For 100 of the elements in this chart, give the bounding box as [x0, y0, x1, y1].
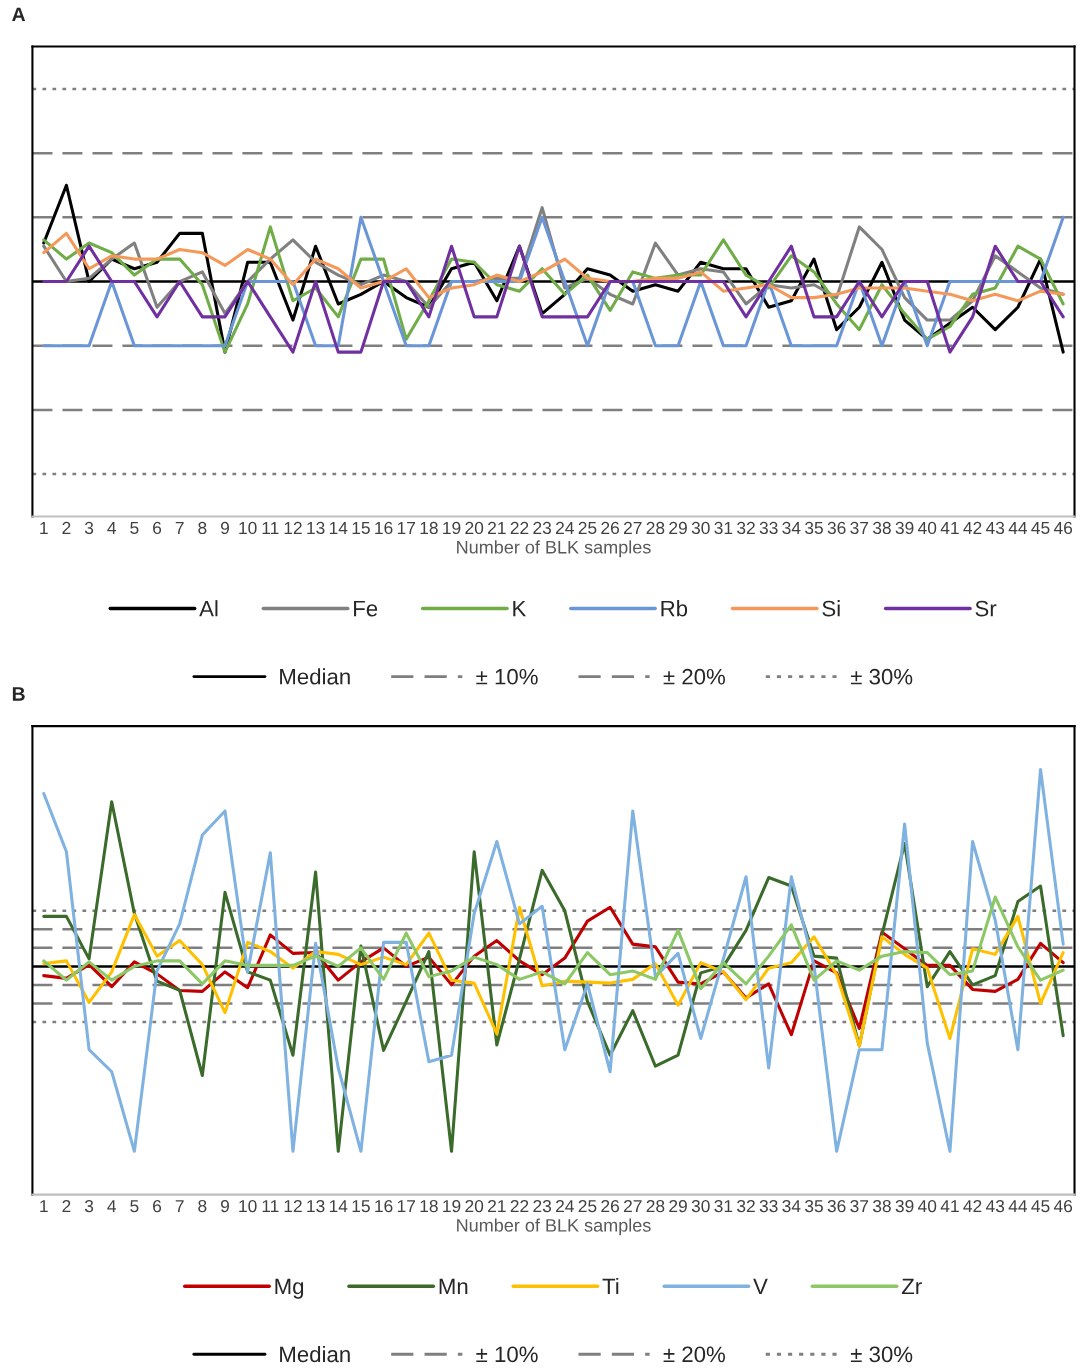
- x-tick-label: 37: [850, 521, 869, 535]
- x-tick-label: 41: [940, 1200, 959, 1213]
- x-tick-label: 23: [533, 1199, 552, 1213]
- x-tick-label: 39: [895, 1199, 914, 1213]
- x-tick-label: 5: [130, 521, 139, 535]
- x-tick-label: 33: [759, 521, 778, 535]
- x-tick-label: 1: [40, 521, 48, 534]
- x-tick-label: 25: [578, 1199, 597, 1213]
- legend-label: V: [753, 1278, 768, 1295]
- x-tick-label: 16: [375, 1199, 393, 1213]
- x-tick-label: 40: [918, 1199, 937, 1213]
- x-tick-label: 6: [153, 521, 162, 535]
- x-tick-label: 19: [443, 1199, 461, 1213]
- x-tick-label: 17: [397, 1200, 416, 1213]
- x-tick-label: 43: [985, 521, 1005, 535]
- legend-label: Mn: [439, 1278, 468, 1295]
- x-tick-label: 46: [1053, 521, 1073, 535]
- legend-label: Al: [199, 600, 218, 617]
- x-tick-label: 29: [669, 1199, 687, 1213]
- x-tick-label: 35: [805, 521, 823, 535]
- x-tick-label: 13: [307, 1199, 325, 1213]
- legend-label: Mg: [275, 1278, 304, 1299]
- x-tick-label: 32: [737, 1199, 755, 1213]
- text: Median: [280, 668, 350, 685]
- x-tick-label: 3: [84, 521, 94, 535]
- x-tick-label: 46: [1053, 1199, 1073, 1213]
- x-tick-label: 45: [1031, 1200, 1050, 1213]
- text: ± 30%: [850, 668, 913, 685]
- x-tick-label: 30: [691, 1199, 710, 1213]
- legend-label: Si: [822, 600, 840, 617]
- x-tick-label: 4: [107, 1200, 117, 1213]
- x-tick-label: 27: [623, 1199, 642, 1213]
- x-tick-label: 11: [262, 521, 279, 534]
- x-tick-label: 7: [175, 521, 184, 534]
- x-tick-label: 14: [329, 1200, 348, 1213]
- x-tick-label: 42: [963, 521, 982, 534]
- x-tick-label: 6: [153, 1199, 162, 1213]
- chart-title: A: [12, 7, 26, 22]
- x-tick-label: 7: [175, 1200, 184, 1213]
- x-tick-label: 15: [352, 521, 370, 535]
- x-tick-label: 22: [510, 1199, 529, 1213]
- x-tick-label: 39: [895, 521, 914, 535]
- text: Median: [280, 1345, 350, 1363]
- x-tick-label: 20: [465, 1199, 484, 1213]
- x-tick-label: 36: [827, 1199, 846, 1213]
- x-tick-label: 25: [578, 521, 597, 535]
- x-tick-label: 11: [262, 1200, 279, 1213]
- chart-title: B: [12, 687, 25, 701]
- x-tick-label: 2: [62, 521, 71, 534]
- x-tick-label: 28: [646, 521, 665, 535]
- x-tick-label: 45: [1031, 521, 1050, 535]
- text: ± 20%: [663, 1346, 725, 1363]
- x-tick-label: 12: [284, 521, 302, 534]
- x-tick-label: 35: [805, 1199, 823, 1213]
- x-tick-label: 36: [827, 521, 846, 535]
- x-tick-label: 44: [1008, 1200, 1028, 1213]
- x-tick-label: 1: [40, 1200, 48, 1213]
- x-tick-label: 34: [782, 1199, 801, 1213]
- x-tick-label: 10: [239, 521, 257, 535]
- x-tick-label: 3: [84, 1199, 94, 1213]
- x-tick-label: 23: [533, 521, 552, 535]
- x-tick-label: 18: [420, 521, 438, 535]
- x-tick-label: 5: [130, 1200, 139, 1213]
- x-tick-label: 28: [646, 1199, 665, 1213]
- x-tick-label: 37: [850, 1199, 869, 1213]
- x-tick-label: 34: [782, 521, 801, 535]
- legend-label: K: [513, 600, 527, 617]
- text: ± 30%: [850, 1346, 913, 1363]
- legend-label: Zr: [901, 1278, 922, 1295]
- x-tick-label: 38: [872, 1199, 891, 1213]
- x-tick-label: 27: [623, 521, 642, 534]
- x-tick-label: 26: [601, 1199, 619, 1213]
- x-tick-label: 4: [107, 521, 117, 534]
- x-tick-label: 9: [220, 1199, 229, 1213]
- x-tick-label: 8: [198, 1199, 207, 1213]
- x-tick-label: 9: [220, 521, 229, 535]
- x-tick-label: 29: [669, 521, 687, 535]
- x-tick-label: 2: [62, 1199, 71, 1213]
- x-axis-title: Number of BLK samples: [457, 540, 651, 558]
- x-tick-label: 15: [352, 1200, 370, 1213]
- x-tick-label: 14: [329, 521, 348, 534]
- x-tick-label: 31: [714, 1199, 733, 1213]
- x-tick-label: 24: [556, 521, 574, 534]
- x-tick-label: 8: [198, 521, 207, 535]
- x-tick-label: 30: [691, 521, 710, 535]
- x-tick-label: 24: [556, 1199, 574, 1213]
- x-tick-label: 17: [397, 521, 416, 534]
- x-tick-label: 44: [1008, 521, 1028, 534]
- x-tick-label: 19: [443, 521, 461, 535]
- x-tick-label: 21: [488, 1199, 506, 1213]
- x-tick-label: 43: [985, 1199, 1005, 1213]
- x-tick-label: 22: [510, 521, 529, 534]
- x-tick-label: 42: [963, 1199, 982, 1213]
- x-tick-label: 12: [284, 1199, 302, 1213]
- x-tick-label: 16: [375, 521, 393, 535]
- x-tick-label: 10: [239, 1199, 257, 1213]
- x-tick-label: 21: [488, 521, 506, 534]
- text: ± 20%: [663, 668, 725, 685]
- x-tick-label: 40: [918, 521, 937, 535]
- legend-label: Sr: [975, 600, 997, 617]
